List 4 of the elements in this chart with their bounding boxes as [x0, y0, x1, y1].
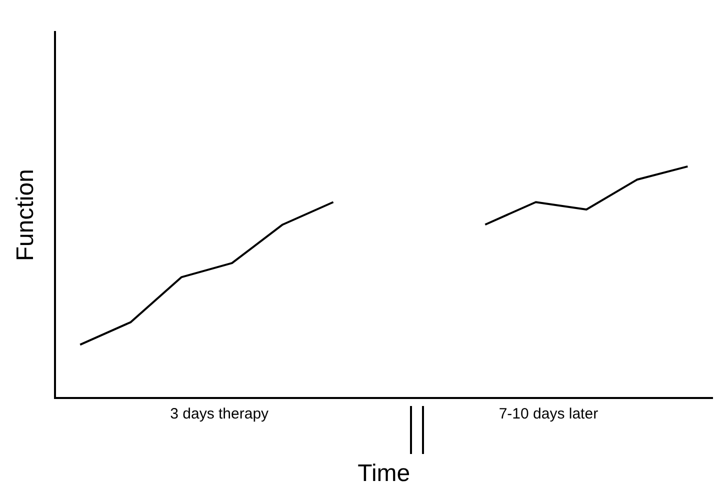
- x-axis-title: Time: [358, 460, 410, 488]
- text: 3 days therapy: [170, 405, 270, 422]
- y-axis-title: Function: [12, 169, 40, 262]
- text: 7-10 days later: [498, 405, 598, 422]
